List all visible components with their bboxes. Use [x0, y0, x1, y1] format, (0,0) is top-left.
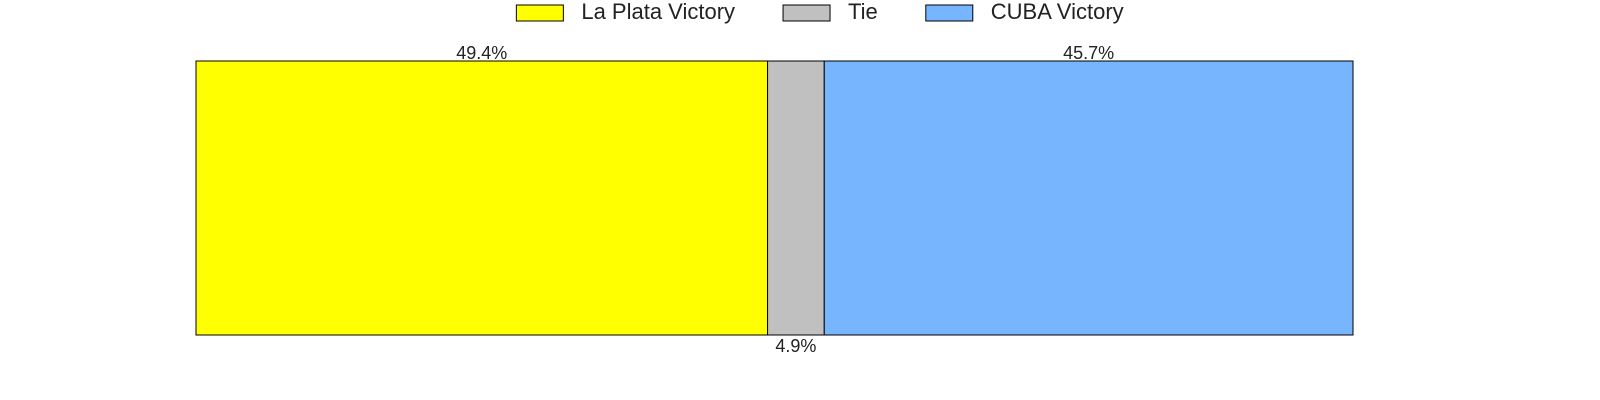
- bar-segment: [823, 60, 1354, 336]
- value-label: 49.4%: [456, 43, 507, 63]
- value-label: 45.7%: [1063, 43, 1114, 63]
- value-label: 4.9%: [775, 336, 816, 356]
- legend-swatch: [782, 4, 831, 22]
- bar-segment: [195, 60, 769, 336]
- legend-swatch: [515, 4, 564, 22]
- legend-label: CUBA Victory: [991, 0, 1124, 24]
- legend-swatch: [925, 4, 974, 22]
- legend-label: La Plata Victory: [581, 0, 735, 24]
- bar-segment: [767, 60, 825, 336]
- legend-label: Tie: [848, 0, 878, 24]
